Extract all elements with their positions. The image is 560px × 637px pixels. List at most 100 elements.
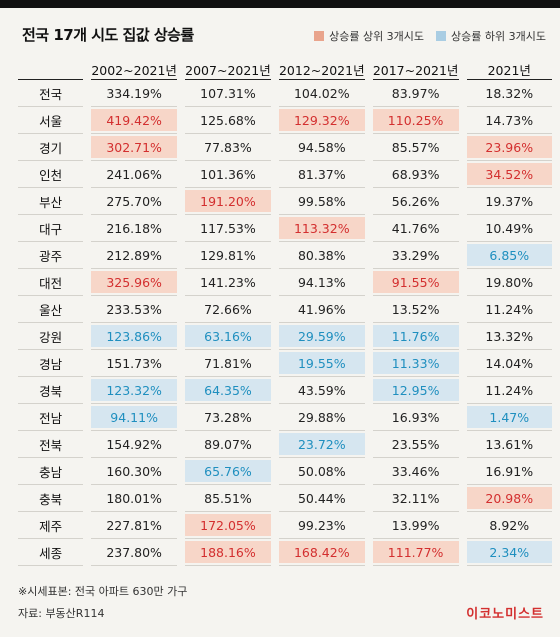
value-cell: 2.34% (466, 539, 552, 566)
column-header: 2002~2021년 (91, 60, 178, 80)
value-text: 33.29% (391, 247, 440, 263)
value-text: 73.28% (204, 409, 252, 425)
value-text: 14.73% (485, 112, 534, 128)
value-cell: 50.08% (278, 458, 365, 485)
region-label: 세종 (18, 539, 84, 566)
value-cell: 113.32% (278, 215, 365, 242)
table-row: 대전 325.96% 141.23% 94.13% 91.55% 19.80% (18, 269, 552, 296)
value-cell: 180.01% (91, 485, 178, 512)
legend-label-bottom: 상승률 하위 3개시도 (451, 30, 546, 43)
value-text: 41.76% (391, 220, 440, 236)
table-row: 전국 334.19% 107.31% 104.02% 83.97% 18.32% (18, 80, 552, 107)
value-cell: 80.38% (278, 242, 365, 269)
value-cell: 85.57% (372, 134, 459, 161)
value-cell: 6.85% (466, 242, 552, 269)
highlight-top-value: 113.32% (278, 217, 365, 239)
value-cell: 1.47% (466, 404, 552, 431)
value-cell: 123.86% (91, 323, 178, 350)
value-text: 125.68% (200, 112, 256, 128)
value-cell: 123.32% (91, 377, 178, 404)
value-text: 18.32% (485, 85, 534, 101)
legend-item-bottom: 상승률 하위 3개시도 (436, 28, 546, 44)
value-cell: 13.61% (466, 431, 552, 458)
highlight-bottom-value: 63.16% (185, 325, 271, 347)
region-label: 경남 (18, 350, 84, 377)
value-cell: 72.66% (185, 296, 271, 323)
highlight-bottom-value: 2.34% (466, 541, 552, 563)
value-cell: 160.30% (91, 458, 178, 485)
region-label: 서울 (18, 107, 84, 134)
highlight-top-value: 188.16% (185, 541, 271, 563)
region-label: 전국 (18, 80, 84, 107)
column-header: 2017~2021년 (372, 60, 459, 80)
value-cell: 168.42% (278, 539, 365, 566)
value-text: 241.06% (106, 166, 162, 182)
region-label: 제주 (18, 512, 84, 539)
region-label: 전남 (18, 404, 84, 431)
value-cell: 13.99% (372, 512, 459, 539)
value-cell: 419.42% (91, 107, 178, 134)
value-text: 81.37% (297, 166, 346, 182)
value-text: 237.80% (106, 544, 162, 560)
value-text: 216.18% (106, 220, 162, 236)
region-label: 울산 (18, 296, 84, 323)
value-cell: 33.46% (372, 458, 459, 485)
value-text: 50.44% (297, 490, 346, 506)
value-text: 107.31% (200, 85, 256, 101)
data-table: 2002~2021년 2007~2021년 2012~2021년 2017~2021년… (10, 60, 560, 566)
legend-item-top: 상승률 상위 3개시도 (314, 28, 424, 44)
value-text: 77.83% (204, 139, 252, 155)
value-cell: 18.32% (466, 80, 552, 107)
value-cell: 68.93% (372, 161, 459, 188)
value-cell: 94.58% (278, 134, 365, 161)
highlight-top-value: 34.52% (466, 163, 552, 185)
region-label: 대전 (18, 269, 84, 296)
value-cell: 12.95% (372, 377, 459, 404)
value-cell: 73.28% (185, 404, 271, 431)
value-cell: 94.13% (278, 269, 365, 296)
value-cell: 302.71% (91, 134, 178, 161)
value-text: 83.97% (391, 85, 440, 101)
value-cell: 125.68% (185, 107, 271, 134)
value-cell: 8.92% (466, 512, 552, 539)
value-text: 117.53% (200, 220, 256, 236)
value-cell: 227.81% (91, 512, 178, 539)
region-label: 강원 (18, 323, 84, 350)
legend-swatch-top (314, 31, 325, 41)
value-text: 8.92% (489, 517, 530, 533)
table-row: 경기 302.71% 77.83% 94.58% 85.57% 23.96% (18, 134, 552, 161)
table-row: 울산 233.53% 72.66% 41.96% 13.52% 11.24% (18, 296, 552, 323)
value-cell: 89.07% (185, 431, 271, 458)
value-cell: 107.31% (185, 80, 271, 107)
value-cell: 19.80% (466, 269, 552, 296)
highlight-bottom-value: 64.35% (185, 379, 271, 401)
table-row: 경남 151.73% 71.81% 19.55% 11.33% 14.04% (18, 350, 552, 377)
value-text: 10.49% (485, 220, 534, 236)
value-text: 29.88% (297, 409, 346, 425)
highlight-top-value: 129.32% (278, 109, 365, 131)
region-label: 대구 (18, 215, 84, 242)
value-cell: 154.92% (91, 431, 178, 458)
value-text: 212.89% (106, 247, 162, 263)
value-text: 275.70% (106, 193, 162, 209)
value-cell: 325.96% (91, 269, 178, 296)
value-text: 71.81% (204, 355, 252, 371)
value-cell: 241.06% (91, 161, 178, 188)
value-text: 89.07% (204, 436, 252, 452)
table-row: 부산 275.70% 191.20% 99.58% 56.26% 19.37% (18, 188, 552, 215)
value-cell: 16.93% (372, 404, 459, 431)
value-text: 151.73% (106, 355, 162, 371)
value-text: 104.02% (293, 85, 350, 101)
value-cell: 81.37% (278, 161, 365, 188)
highlight-bottom-value: 1.47% (466, 406, 552, 428)
value-cell: 111.77% (372, 539, 459, 566)
value-text: 129.81% (200, 247, 256, 263)
value-cell: 34.52% (466, 161, 552, 188)
highlight-bottom-value: 65.76% (185, 460, 271, 482)
value-cell: 13.32% (466, 323, 552, 350)
value-text: 94.13% (297, 274, 346, 290)
value-cell: 23.55% (372, 431, 459, 458)
value-text: 233.53% (106, 301, 162, 317)
region-label: 경기 (18, 134, 84, 161)
table-row: 전남 94.11% 73.28% 29.88% 16.93% 1.47% (18, 404, 552, 431)
